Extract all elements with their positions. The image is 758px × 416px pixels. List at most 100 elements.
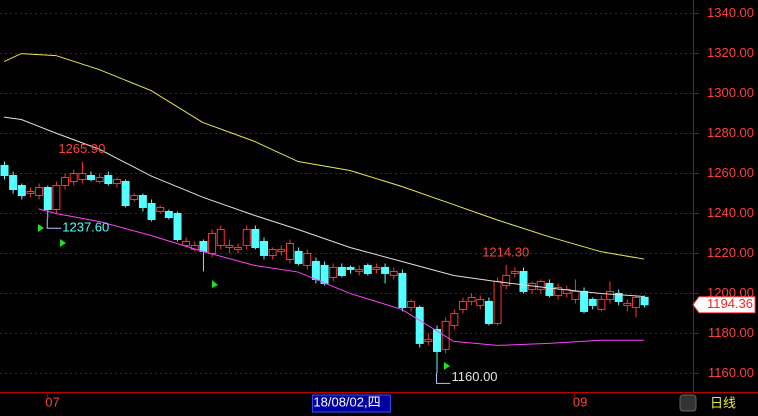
candle-body <box>337 266 346 276</box>
signal-marker <box>60 239 66 247</box>
x-tick-label: 18/08/02,四 <box>313 394 380 409</box>
candle-body <box>147 202 156 220</box>
candle-body <box>329 266 338 278</box>
candle-body <box>433 328 441 352</box>
candle-body <box>156 206 165 212</box>
candle-body <box>346 266 355 270</box>
candle-body <box>112 179 121 185</box>
candle-body <box>372 266 381 270</box>
candle-body <box>138 195 147 208</box>
candle-body <box>78 173 87 181</box>
candle-body <box>260 240 268 256</box>
candle-body <box>234 246 243 250</box>
moving-average-line <box>3 53 645 260</box>
signal-marker <box>38 224 44 232</box>
candle-body <box>545 282 554 296</box>
candle-body <box>554 286 563 296</box>
candle-body <box>26 191 35 195</box>
candle-body <box>320 264 329 284</box>
candle-body <box>9 175 18 191</box>
candle-body <box>606 290 614 300</box>
candle-body <box>424 338 433 342</box>
annotation-label: 1237.60 <box>62 220 109 235</box>
plot-layer <box>0 13 699 374</box>
candle-body <box>104 175 113 185</box>
candle-body <box>242 228 251 246</box>
candle-body <box>95 177 104 183</box>
candle-body <box>251 228 260 248</box>
signal-marker <box>212 280 218 288</box>
candle-body <box>130 195 139 200</box>
candle-body <box>173 212 182 240</box>
candle-body <box>389 270 398 276</box>
candle-body <box>311 260 320 280</box>
candle-body <box>363 264 372 274</box>
candle-body <box>199 240 208 252</box>
candle-body <box>571 290 580 300</box>
candle-body <box>623 302 632 306</box>
annotation-label: 1214.30 <box>482 244 529 259</box>
candle-body <box>614 292 623 302</box>
signal-marker <box>444 362 450 370</box>
candle-body <box>458 300 467 310</box>
y-tick-label: 1200.00 <box>707 285 754 300</box>
y-tick-label: 1260.00 <box>707 165 754 180</box>
candle-body <box>285 242 294 260</box>
last-price-box <box>692 296 756 314</box>
annotation-leader <box>436 373 451 384</box>
annotation-leader <box>46 218 62 229</box>
candle-body <box>35 187 44 197</box>
x-tick-label: 07 <box>45 394 59 409</box>
candle-body <box>268 248 277 256</box>
candle-body <box>580 290 589 312</box>
candle-body <box>407 300 416 308</box>
moving-average-line <box>38 208 645 346</box>
period-label: 日线 <box>710 395 736 410</box>
candle-body <box>69 173 78 183</box>
candle-body <box>441 320 450 350</box>
moving-average-line <box>3 116 645 297</box>
candle-body <box>484 300 493 324</box>
candle-body <box>121 181 130 206</box>
candle-body <box>415 306 424 344</box>
candle-body <box>87 175 95 181</box>
annotation-label: 1160.00 <box>452 369 498 384</box>
candle-body <box>536 280 545 290</box>
candle-body <box>61 177 70 187</box>
candle-body <box>476 298 485 306</box>
y-tick-label: 1280.00 <box>707 125 754 140</box>
candle-body <box>164 210 173 218</box>
candle-body <box>450 312 459 326</box>
candle-body <box>216 228 225 246</box>
candle-body <box>225 244 234 248</box>
candle-body <box>398 272 407 308</box>
candle-body <box>43 187 52 210</box>
candle-body <box>0 165 9 177</box>
candle-body <box>294 250 303 264</box>
y-tick-label: 1220.00 <box>707 245 754 260</box>
y-tick-label: 1340.00 <box>707 5 754 20</box>
candle-body <box>640 296 649 306</box>
y-tick-label: 1240.00 <box>707 205 754 220</box>
candle-body <box>493 280 502 324</box>
candle-body <box>597 298 606 310</box>
candle-body <box>519 270 528 292</box>
candle-body <box>381 266 390 274</box>
candle-body <box>510 270 519 274</box>
x-label-highlight <box>311 394 391 413</box>
candle-body <box>631 296 640 308</box>
candle-body <box>502 274 511 286</box>
y-tick-label: 1320.00 <box>707 45 754 60</box>
candle-body <box>17 185 26 197</box>
candle-body <box>208 232 217 254</box>
candle-body <box>277 248 286 252</box>
candle-body <box>355 268 364 272</box>
candle-body <box>52 185 61 210</box>
period-button[interactable] <box>679 394 697 412</box>
y-tick-label: 1300.00 <box>707 85 754 100</box>
candle-body <box>467 296 476 302</box>
candle-body <box>182 240 191 246</box>
